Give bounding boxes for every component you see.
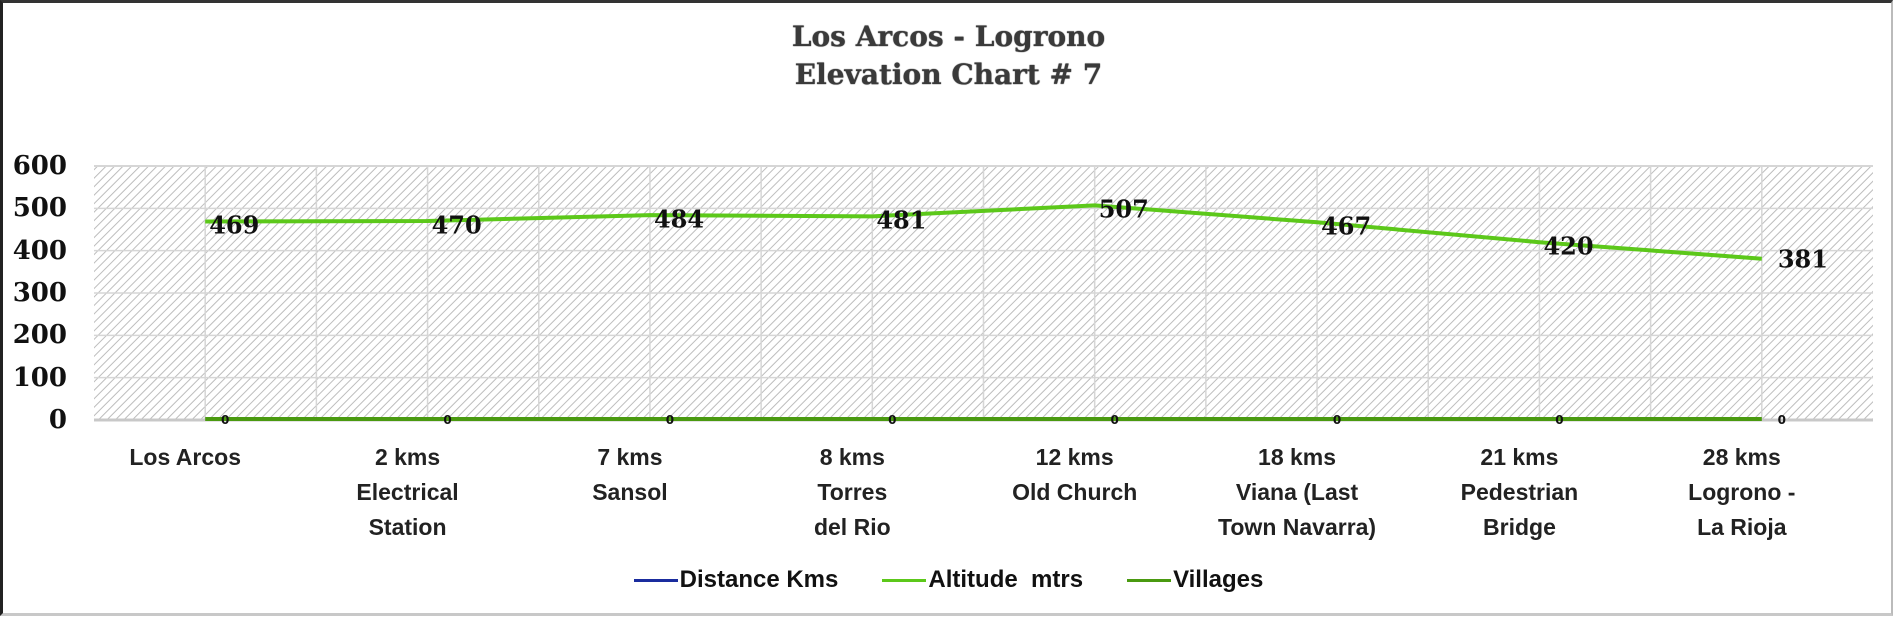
x-category-label: 18 kms Viana (Last Town Navarra): [1218, 444, 1377, 540]
altitude-data-label: 381: [1777, 244, 1828, 274]
villages-data-label: 0: [1777, 413, 1786, 427]
y-tick-label: 200: [12, 320, 67, 351]
legend-item-altitude[interactable]: Altitude mtrs: [882, 566, 1083, 594]
legend: Distance Kms Altitude mtrs Villages: [0, 566, 1897, 594]
legend-swatch-villages: [1127, 578, 1172, 582]
legend-label-villages: Villages: [1173, 566, 1264, 593]
legend-swatch-distance: [633, 578, 678, 582]
x-category-label: 2 kms Electrical Station: [356, 444, 459, 540]
villages-data-label: 0: [221, 413, 230, 427]
x-category-label: 12 kms Old Church: [1012, 444, 1138, 505]
y-tick-label: 0: [48, 405, 67, 435]
altitude-data-label: 420: [1543, 231, 1594, 261]
x-category-label: 8 kms Torres del Rio: [813, 444, 891, 540]
altitude-series-line: [205, 203, 1762, 261]
legend-swatch-altitude: [882, 578, 927, 582]
villages-data-label: 0: [1555, 413, 1564, 427]
x-category-label: 28 kms Logrono - La Rioja: [1688, 444, 1796, 540]
villages-data-label: 0: [665, 413, 675, 427]
villages-data-label: 0: [443, 413, 452, 427]
altitude-data-label: 481: [876, 205, 927, 235]
villages-data-label: 0: [888, 413, 897, 427]
y-tick-label: 400: [12, 235, 67, 266]
y-tick-label: 300: [12, 278, 67, 308]
x-category-label: 7 kms Sansol: [592, 444, 668, 505]
y-tick-label: 500: [12, 193, 67, 224]
x-category-label: 21 kms Pedestrian Bridge: [1460, 444, 1579, 540]
altitude-data-label: 484: [653, 204, 705, 234]
y-tick-label: 600: [12, 151, 67, 181]
y-tick-label: 100: [12, 362, 67, 393]
legend-label-altitude: Altitude mtrs: [928, 566, 1084, 593]
x-category-label: Los Arcos: [129, 444, 241, 470]
altitude-data-label: 469: [209, 210, 260, 240]
legend-item-distance[interactable]: Distance Kms: [633, 566, 839, 594]
legend-item-villages[interactable]: Villages: [1127, 566, 1263, 594]
altitude-data-label: 470: [431, 210, 482, 240]
altitude-data-label: 467: [1321, 211, 1372, 241]
legend-label-distance: Distance Kms: [679, 566, 839, 593]
villages-data-label: 0: [1110, 413, 1119, 427]
gridlines: [94, 166, 1873, 420]
chart-title: Los Arcos - Logrono: [791, 20, 1106, 53]
chart-subtitle: Elevation Chart # 7: [794, 58, 1103, 91]
altitude-data-label: 507: [1098, 194, 1149, 224]
villages-data-label: 0: [1332, 413, 1342, 427]
